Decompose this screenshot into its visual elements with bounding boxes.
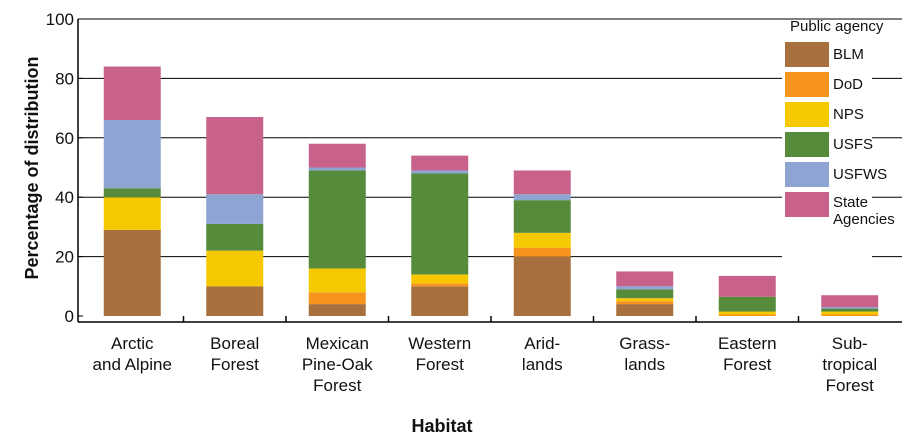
bar-segment-blm	[513, 256, 571, 316]
bar-segment-nps	[821, 311, 879, 315]
x-tick-label: Sub-tropical Forest	[822, 334, 877, 395]
bar-segment-blm	[616, 304, 674, 316]
y-tick-label: 40	[55, 188, 74, 207]
bar-segment-state-agencies	[821, 295, 879, 308]
bar-segment-nps	[308, 268, 366, 293]
y-tick-label: 80	[55, 69, 74, 88]
legend-swatch	[785, 132, 829, 157]
bar-segment-blm	[206, 286, 264, 316]
legend-entry: State Agencies	[833, 194, 895, 228]
bar-segment-state-agencies	[718, 275, 776, 297]
bar-segment-usfws	[308, 167, 366, 171]
y-tick-label: 0	[65, 307, 74, 326]
legend-swatch	[785, 72, 829, 97]
axes	[77, 18, 902, 323]
bar-segment-nps	[718, 311, 776, 315]
bar-segment-blm	[308, 304, 366, 316]
bar-segment-usfws	[821, 307, 879, 309]
x-tick-label: Boreal Forest	[210, 334, 259, 374]
bars	[103, 66, 879, 316]
bar-segment-usfs	[103, 188, 161, 198]
bar-segment-nps	[103, 197, 161, 230]
bar-segment-usfs	[308, 170, 366, 269]
bar-segment-usfs	[718, 296, 776, 312]
x-tick-label: Eastern Forest	[718, 334, 777, 374]
legend-entry: USFS	[833, 136, 873, 153]
bar-segment-usfws	[513, 194, 571, 201]
bar-segment-blm	[411, 286, 469, 316]
x-tick-label: Grass-lands	[619, 334, 670, 374]
y-tick-label: 100	[46, 10, 74, 29]
bar-segment-usfws	[411, 170, 469, 174]
y-tick-label: 20	[55, 248, 74, 267]
legend-entry: NPS	[833, 106, 864, 123]
bar-segment-blm	[103, 229, 161, 316]
bar-segment-state-agencies	[616, 271, 674, 287]
bar-segment-dod	[821, 314, 879, 316]
bar-segment-state-agencies	[308, 143, 366, 168]
legend-swatch	[785, 192, 829, 217]
bar-segment-dod	[718, 314, 776, 316]
legend-title: Public agency	[790, 18, 884, 35]
bar-segment-usfs	[821, 308, 879, 312]
bar-segment-nps	[513, 232, 571, 248]
legend-entry: USFWS	[833, 166, 887, 183]
bar-segment-state-agencies	[411, 155, 469, 171]
y-axis-label: Percentage of distribution	[22, 56, 42, 279]
bar-segment-usfws	[206, 194, 264, 224]
x-tick-label: Arid-lands	[522, 334, 563, 374]
bar-segment-usfs	[513, 200, 571, 233]
legend-entry: DoD	[833, 76, 863, 93]
bar-segment-usfs	[616, 289, 674, 299]
x-axis-label: Habitat	[411, 416, 472, 436]
bar-segment-nps	[616, 298, 674, 302]
bar-segment-nps	[411, 274, 469, 284]
x-tick-label: Western Forest	[408, 334, 471, 374]
bar-segment-state-agencies	[513, 170, 571, 195]
bar-segment-state-agencies	[103, 66, 161, 120]
legend-swatch	[785, 42, 829, 67]
bar-segment-usfws	[103, 119, 161, 189]
grid-lines	[78, 18, 902, 258]
bar-segment-usfs	[206, 223, 264, 251]
x-tick-label: Mexican Pine-Oak Forest	[302, 334, 373, 395]
tick-labels: 0 20 40 60 80 100 Arctic and Alpine Boreal Forest…	[46, 10, 878, 395]
bar-segment-state-agencies	[206, 117, 264, 195]
bar-segment-nps	[206, 250, 264, 287]
legend: Public agency BLM DoD NPS USFS USFWS State Age…	[785, 18, 895, 228]
bar-segment-dod	[411, 283, 469, 287]
bar-segment-dod	[308, 292, 366, 305]
y-tick-label: 60	[55, 129, 74, 148]
x-tick-label: Arctic and Alpine	[93, 334, 172, 374]
bar-segment-usfs	[411, 173, 469, 275]
bar-segment-dod	[616, 301, 674, 305]
legend-entry: BLM	[833, 46, 864, 63]
legend-swatch	[785, 102, 829, 127]
legend-swatch	[785, 162, 829, 187]
bar-segment-usfws	[616, 286, 674, 290]
bar-segment-dod	[513, 247, 571, 257]
